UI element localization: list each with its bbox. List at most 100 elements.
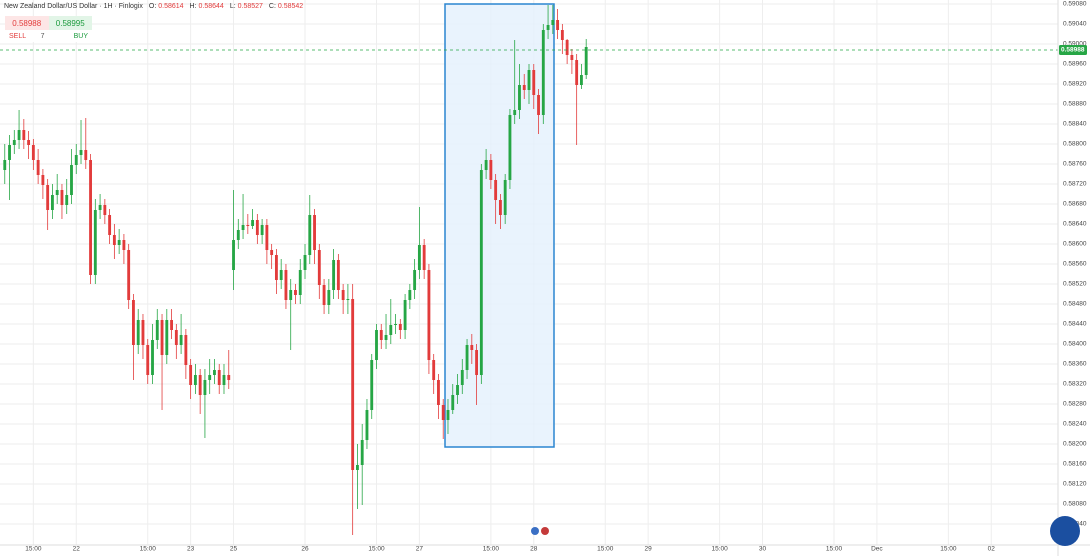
- candle-body: [274, 255, 278, 280]
- candle-body: [79, 150, 83, 155]
- header: New Zealand Dollar/US Dollar · 1H · Finl…: [4, 3, 303, 10]
- x-tick-label: 15:00: [368, 546, 385, 553]
- candle-body: [575, 60, 579, 85]
- event-flag[interactable]: [531, 527, 539, 535]
- buy-button[interactable]: BUY: [73, 32, 88, 40]
- candle-body: [170, 320, 173, 330]
- y-tick-label: 0.58120: [1063, 481, 1087, 488]
- candle-body: [336, 260, 340, 290]
- candle-body: [146, 345, 150, 375]
- x-tick-label: 15:00: [597, 546, 614, 553]
- candle-body: [322, 285, 326, 305]
- value: 0.58644: [198, 3, 224, 10]
- candle-body: [365, 410, 369, 440]
- y-tick-label: 0.58640: [1063, 221, 1087, 228]
- candle-body: [112, 235, 116, 245]
- candle-body: [508, 115, 512, 180]
- candle-body: [451, 395, 455, 410]
- candle-body: [356, 465, 359, 470]
- candle-body: [232, 240, 235, 270]
- x-tick-label: 15:00: [483, 546, 500, 553]
- candle-body: [103, 205, 107, 215]
- y-tick-label: 0.58560: [1063, 261, 1087, 268]
- candle-body: [460, 370, 464, 385]
- candle-body: [279, 270, 283, 280]
- c: C: 0.58542: [269, 3, 303, 10]
- candle-body: [127, 250, 131, 300]
- y-tick-label: 0.58840: [1063, 121, 1087, 128]
- candle-body: [236, 230, 240, 240]
- candle-body: [427, 270, 431, 360]
- buy-row: BUY: [48, 30, 92, 42]
- value: 0.58542: [277, 3, 304, 10]
- candle-body: [375, 330, 378, 360]
- x-tick-label: 25: [230, 546, 238, 553]
- candle-body: [437, 380, 440, 405]
- candle-body: [546, 25, 550, 30]
- candle-body: [332, 260, 336, 290]
- candle-body: [36, 160, 40, 175]
- chat-button[interactable]: [1050, 516, 1080, 546]
- label: C:: [268, 3, 276, 10]
- x-tick-label: 22: [73, 546, 81, 553]
- trade-panel: 0.58988 0.58995 SELL 7 BUY: [5, 16, 92, 42]
- candle-body: [8, 145, 11, 160]
- y-tick-label: 0.58400: [1063, 341, 1087, 348]
- l: L: 0.58527: [230, 3, 263, 10]
- candle-body: [394, 324, 397, 325]
- candle-body: [408, 290, 412, 300]
- candle-body: [203, 380, 207, 395]
- candle-body: [151, 340, 154, 375]
- x-tick-label: 15:00: [940, 546, 957, 553]
- candle-body: [498, 200, 502, 215]
- y-tick-label: 0.58480: [1063, 301, 1087, 308]
- candle-body: [327, 290, 331, 305]
- event-flag[interactable]: [541, 527, 549, 535]
- candle-body: [251, 220, 255, 226]
- sell-row: SELL 7: [5, 30, 49, 42]
- candle-body: [556, 20, 560, 30]
- sell-button[interactable]: SELL: [9, 32, 27, 40]
- candle-body: [456, 385, 459, 395]
- candle-body: [174, 330, 178, 345]
- y-tick-label: 0.58080: [1063, 501, 1087, 508]
- y-tick-label: 0.58520: [1063, 281, 1087, 288]
- candle-body: [70, 165, 73, 195]
- candle-body: [165, 320, 169, 355]
- y-tick-label: 0.58960: [1063, 61, 1087, 68]
- x-tick-label: 02: [988, 546, 996, 553]
- candle-body: [527, 70, 531, 90]
- buy-price[interactable]: 0.58995: [48, 16, 92, 30]
- candle-body: [560, 30, 564, 40]
- candle-body: [579, 75, 583, 85]
- candle-body: [518, 85, 521, 110]
- candle-body: [184, 335, 188, 365]
- candle-body: [446, 410, 450, 420]
- y-tick-label: 0.58720: [1063, 181, 1087, 188]
- candle-body: [213, 370, 216, 375]
- candle-body: [179, 335, 183, 345]
- candle-body: [298, 270, 302, 295]
- candle-body: [475, 350, 479, 375]
- candle-body: [46, 185, 50, 210]
- symbol: New Zealand Dollar/US Dollar · 1H · Finl…: [4, 3, 143, 10]
- candle-body: [360, 440, 364, 465]
- candle-body: [17, 130, 21, 140]
- candle-body: [270, 250, 274, 255]
- y-tick-label: 0.58760: [1063, 161, 1087, 168]
- candle-body: [217, 370, 221, 385]
- label: H:: [189, 3, 197, 10]
- candle-body: [65, 195, 69, 205]
- sell-price[interactable]: 0.58988: [5, 16, 49, 30]
- candle-body: [265, 225, 269, 250]
- y-tick-label: 0.58600: [1063, 241, 1087, 248]
- candle-body: [584, 47, 588, 75]
- candle-body: [532, 70, 536, 95]
- y-tick-label: 0.59000: [1063, 41, 1087, 48]
- value: 0.58527: [237, 3, 263, 10]
- spread: 7: [40, 32, 45, 40]
- candle-body: [351, 299, 355, 470]
- candle-body: [513, 110, 517, 115]
- candle-body: [108, 215, 112, 235]
